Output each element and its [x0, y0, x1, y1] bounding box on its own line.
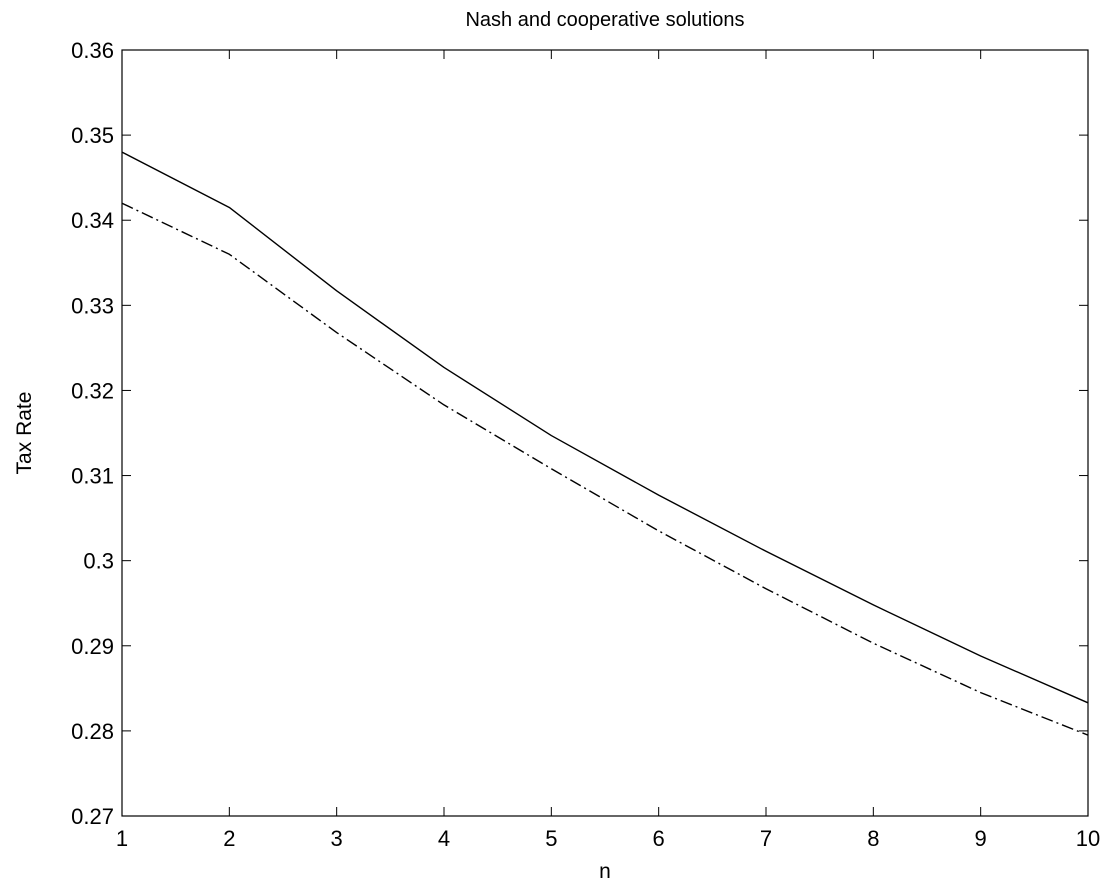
plot-area-frame [121, 49, 1089, 817]
x-tick-label: 10 [1076, 826, 1100, 851]
y-tick-label: 0.36 [71, 38, 114, 63]
y-tick-label: 0.32 [71, 378, 114, 403]
chart-title: Nash and cooperative solutions [465, 9, 744, 31]
x-axis-ticks [121, 50, 1089, 816]
y-tick-label: 0.34 [71, 208, 114, 233]
y-tick-label: 0.31 [71, 464, 114, 489]
y-tick-label: 0.33 [71, 293, 114, 318]
y-axis-tick-labels: 0.27 0.28 0.29 0.3 0.31 0.32 0.33 0.34 0.35 0.36 [71, 38, 114, 829]
y-tick-label: 0.35 [71, 123, 114, 148]
x-tick-label: 4 [438, 826, 450, 851]
x-axis-label: n [599, 860, 611, 883]
x-tick-label: 8 [867, 826, 879, 851]
y-tick-label: 0.29 [71, 634, 114, 659]
x-tick-label: 5 [545, 826, 557, 851]
y-tick-label: 0.3 [83, 549, 114, 574]
x-tick-label: 3 [331, 826, 343, 851]
x-tick-label: 7 [760, 826, 772, 851]
x-tick-label: 2 [223, 826, 235, 851]
series-layer [121, 151, 1089, 736]
y-axis-label: Tax Rate [13, 392, 36, 475]
y-tick-label: 0.27 [71, 804, 114, 829]
y-tick-label: 0.28 [71, 719, 114, 744]
series-line-2-dash-dot [121, 202, 1089, 736]
x-tick-label: 6 [653, 826, 665, 851]
series-line-1-solid [121, 151, 1089, 704]
x-tick-label: 1 [116, 826, 128, 851]
x-tick-label: 9 [975, 826, 987, 851]
x-axis-tick-labels: 1 2 3 4 5 6 7 8 9 10 [116, 826, 1100, 851]
